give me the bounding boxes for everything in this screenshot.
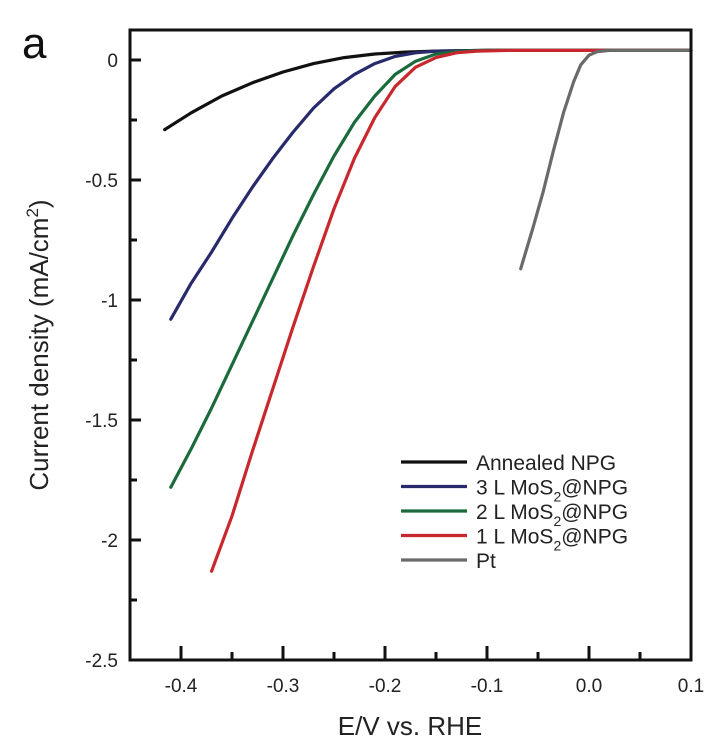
series-layer: [163, 48, 693, 573]
legend-label: Pt: [476, 550, 496, 573]
y-tick-label: 0: [107, 51, 118, 72]
y-tick-label: -1: [101, 291, 118, 312]
x-tick-label: -0.2: [369, 676, 402, 697]
plot-frame: [128, 28, 693, 662]
y-tick-label: -0.5: [85, 171, 118, 192]
y-tick-label: -2.5: [85, 651, 118, 672]
legend-label: 2 L MoS2@NPG: [476, 501, 628, 529]
series-line-3: [210, 48, 693, 573]
panel-label: a: [22, 19, 47, 68]
x-tick-label: -0.4: [165, 676, 198, 697]
y-tick-label: -1.5: [85, 411, 118, 432]
series-line-1: [169, 48, 693, 321]
x-tick-label: -0.3: [267, 676, 300, 697]
x-tick-label: 0.0: [576, 676, 602, 697]
x-axis-title: E/V vs. RHE: [338, 711, 482, 741]
y-tick-label: -2: [101, 531, 118, 552]
series-line-4: [519, 48, 693, 271]
y-axis-title: Current density (mA/cm2): [23, 199, 54, 490]
series-line-2: [169, 48, 693, 489]
x-tick-label: -0.1: [471, 676, 504, 697]
legend-label: Annealed NPG: [476, 452, 616, 475]
legend-label: 3 L MoS2@NPG: [476, 477, 628, 505]
x-tick-label: 0.1: [678, 676, 704, 697]
ticks-layer: -0.4 -0.3 -0.2 -0.1 0.0 0.1 0 -0.5 -1 -1.5 -2 -2.5: [85, 51, 704, 697]
legend-label: 1 L MoS2@NPG: [476, 526, 628, 554]
